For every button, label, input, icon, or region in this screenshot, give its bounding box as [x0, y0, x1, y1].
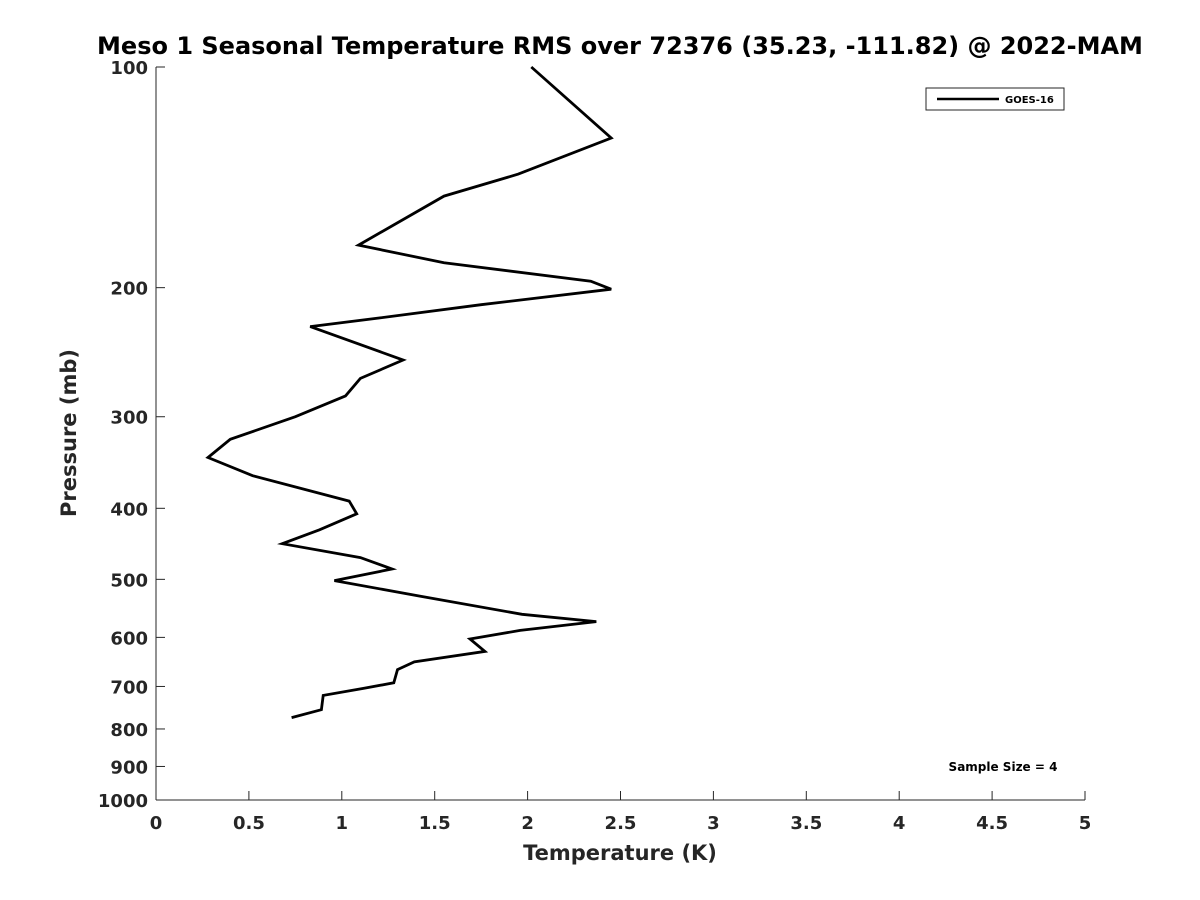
y-tick-label: 600 [110, 628, 148, 649]
y-tick-label: 700 [110, 677, 148, 698]
y-tick-label: 100 [110, 58, 148, 79]
series-line-goes-16 [205, 65, 614, 719]
x-tick-label: 5 [1079, 813, 1092, 834]
x-tick-label: 4.5 [976, 813, 1008, 834]
sample-size-annotation: Sample Size = 4 [949, 760, 1058, 774]
y-axis-label: Pressure (mb) [57, 349, 81, 517]
legend: GOES-16 [925, 87, 1065, 111]
y-tick-label: 400 [110, 499, 148, 520]
x-tick-label: 3 [707, 813, 720, 834]
y-axis-ticks: 100 200 300 400 500 600 700 800 900 1000 [98, 58, 165, 812]
x-tick-label: 3.5 [790, 813, 822, 834]
y-tick-label: 300 [110, 408, 148, 429]
x-tick-label: 0 [150, 813, 163, 834]
x-tick-label: 0.5 [233, 813, 265, 834]
series-layer [205, 65, 614, 719]
x-tick-label: 1 [336, 813, 349, 834]
y-tick-label: 800 [110, 720, 148, 741]
y-tick-label: 500 [110, 570, 148, 591]
x-axis-ticks: 0 0.5 1 1.5 2 2.5 3 3.5 4 4.5 5 [150, 791, 1092, 834]
x-axis-label: Temperature (K) [523, 841, 717, 865]
x-tick-label: 1.5 [419, 813, 451, 834]
legend-label-goes-16: GOES-16 [1005, 95, 1054, 106]
x-tick-label: 2.5 [605, 813, 637, 834]
plot-axes [155, 67, 1085, 801]
x-tick-label: 4 [893, 813, 906, 834]
y-tick-label: 200 [110, 279, 148, 300]
chart-title: Meso 1 Seasonal Temperature RMS over 723… [97, 32, 1143, 60]
y-tick-label: 1000 [98, 791, 148, 812]
y-tick-label: 900 [110, 757, 148, 778]
x-tick-label: 2 [521, 813, 534, 834]
